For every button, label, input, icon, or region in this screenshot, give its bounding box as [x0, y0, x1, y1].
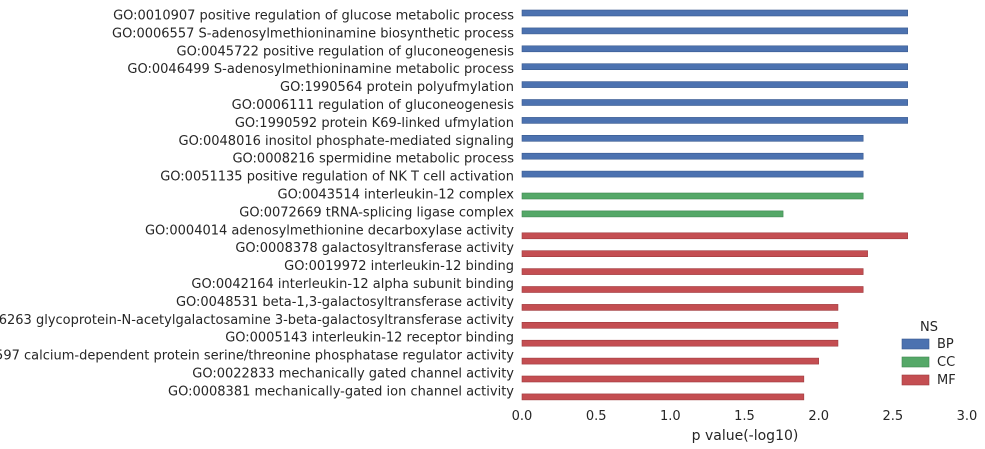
bar-bp: [521, 81, 908, 88]
bar-bp: [521, 170, 864, 178]
category-label: GO:0043514 interleukin-12 complex: [278, 188, 515, 203]
category-label: GO:0008216 spermidine metabolic process: [232, 152, 514, 167]
category-label: GO:0042164 interleukin-12 alpha subunit …: [191, 277, 514, 292]
bars-group: [521, 9, 908, 401]
category-label: GO:0048531 beta-1,3-galactosyltransferas…: [176, 295, 514, 310]
legend-swatch-cc: [901, 356, 930, 368]
category-label: GO:0019972 interleukin-12 binding: [284, 259, 514, 274]
category-label: GO:0006557 S-adenosylmethioninamine bios…: [112, 26, 514, 41]
category-label: GO:0048016 inositol phosphate-mediated s…: [179, 134, 514, 149]
bar-bp: [521, 135, 864, 142]
legend-label-cc: CC: [937, 355, 955, 370]
bar-cc: [521, 192, 864, 200]
category-label: GO:0005143 interleukin-12 receptor bindi…: [225, 331, 514, 346]
category-label: GO:0004014 adenosylmethionine decarboxyl…: [145, 223, 514, 238]
category-label: GO:0008597 calcium-dependent protein ser…: [0, 349, 514, 364]
legend-label-mf: MF: [937, 373, 956, 388]
bar-mf: [521, 286, 864, 293]
bar-mf: [521, 250, 868, 257]
x-tick-label: 2.5: [882, 409, 903, 424]
category-label: GO:0045722 positive regulation of glucon…: [177, 44, 515, 59]
category-label: GO:1990564 protein polyufmylation: [280, 80, 514, 95]
category-label: GO:0010907 positive regulation of glucos…: [113, 9, 514, 24]
category-label: GO:0022833 mechanically gated channel ac…: [192, 367, 514, 382]
category-labels: GO:0010907 positive regulation of glucos…: [0, 9, 514, 400]
bar-mf: [521, 393, 805, 401]
category-label: GO:0006111 regulation of gluconeogenesis: [232, 98, 515, 113]
category-label: GO:0046499 S-adenosylmethioninamine meta…: [127, 62, 514, 77]
bar-bp: [521, 99, 908, 106]
x-tick-label: 1.5: [734, 409, 755, 424]
legend-label-bp: BP: [937, 337, 954, 352]
category-label: GO:0008378 galactosyltransferase activit…: [235, 241, 514, 256]
legend: NS BP CC MF: [901, 320, 956, 388]
bar-mf: [521, 339, 839, 347]
category-label: GO:0008381 mechanically-gated ion channe…: [168, 384, 514, 399]
x-tick-label: 0.5: [586, 409, 607, 424]
bar-mf: [521, 321, 839, 329]
legend-swatch-bp: [901, 338, 930, 350]
legend-swatch-mf: [901, 374, 930, 386]
x-tick-label: 2.0: [808, 409, 829, 424]
category-label: GO:1990592 protein K69-linked ufmylation: [235, 116, 514, 131]
bar-mf: [521, 357, 819, 365]
bar-cc: [521, 210, 784, 218]
category-label: GO:0072669 tRNA-splicing ligase complex: [239, 205, 514, 220]
x-tick-label: 3.0: [957, 409, 978, 424]
legend-title: NS: [920, 320, 938, 335]
legend-entries: BP CC MF: [901, 337, 956, 388]
bar-mf: [521, 232, 908, 240]
x-axis-label: p value(-log10): [692, 428, 799, 444]
x-axis-ticks: 0.0 0.5 1.0 1.5 2.0 2.5 3.0: [512, 409, 978, 424]
bar-bp: [521, 27, 908, 35]
category-label: GO:0016263 glycoprotein-N-acetylgalactos…: [0, 313, 514, 328]
bar-bp: [521, 63, 908, 71]
bar-mf: [521, 268, 864, 275]
x-tick-label: 0.0: [512, 409, 533, 424]
bar-bp: [521, 117, 908, 124]
bar-mf: [521, 375, 805, 383]
bar-bp: [521, 9, 908, 17]
bar-bp: [521, 45, 908, 53]
bar-bp: [521, 152, 864, 160]
bar-mf: [521, 304, 839, 311]
x-tick-label: 1.0: [660, 409, 681, 424]
category-label: GO:0051135 positive regulation of NK T c…: [160, 170, 514, 185]
